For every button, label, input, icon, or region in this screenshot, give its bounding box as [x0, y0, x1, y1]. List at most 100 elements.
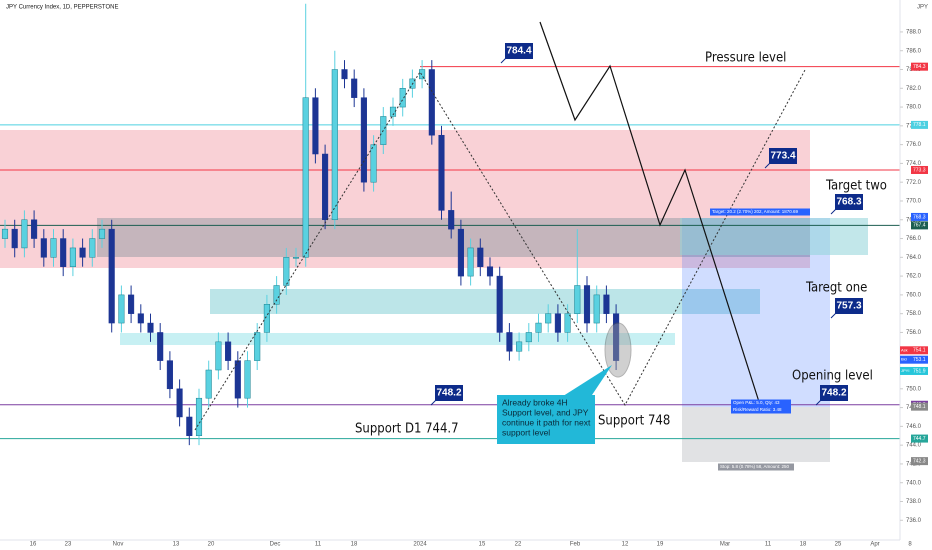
candle-body	[254, 332, 261, 361]
price-tag-label: 773.3	[913, 167, 926, 173]
x-tick-label: Apr	[870, 542, 879, 548]
path-drawing	[539, 21, 761, 406]
label-box	[820, 385, 848, 401]
price-tag	[911, 120, 928, 129]
candle-body	[215, 341, 222, 371]
candle-body	[496, 275, 503, 333]
candle-body	[283, 257, 290, 286]
candle-body	[535, 322, 542, 333]
candle-body	[69, 247, 76, 267]
price-tag-prefix	[900, 366, 911, 375]
price-tag-label: 767.4	[913, 223, 926, 229]
label-box	[769, 148, 797, 164]
candle-body	[341, 69, 348, 80]
candle-body	[331, 69, 338, 221]
label-box	[435, 385, 463, 401]
candle-body	[486, 266, 494, 277]
candle-body	[292, 257, 300, 259]
stop-box	[682, 407, 830, 462]
candle-body	[176, 388, 183, 418]
y-tick-label: 750.0	[906, 386, 922, 392]
callout-text: continue it path for next	[502, 417, 591, 427]
x-tick-label: 18	[351, 542, 358, 548]
candle-body	[312, 97, 319, 155]
callout-text: Already broke 4H	[502, 397, 568, 407]
position-label: Stop: 5.8 (0.78%) 58, Amount: 250	[720, 464, 790, 469]
y-tick-label: 786.0	[906, 48, 922, 54]
annotation: Opening level	[792, 369, 873, 384]
candle-body	[613, 313, 620, 361]
candle-body	[98, 228, 106, 239]
price-tag	[911, 221, 928, 230]
x-tick-label: 8	[908, 542, 912, 548]
candle-body	[322, 153, 329, 221]
y-tick-label: 756.0	[906, 330, 922, 336]
price-tag-prefix	[900, 346, 911, 355]
y-tick-label: 740.0	[906, 480, 922, 486]
y-tick-label: 782.0	[906, 86, 922, 92]
candle-body	[108, 228, 115, 324]
candle-body	[244, 360, 251, 399]
price-tag-prefix-label: Ask	[901, 347, 908, 352]
candle-body	[554, 313, 561, 333]
label-box-text: 748.2	[821, 388, 846, 399]
price-tag-prefix-label: Bid	[901, 357, 907, 362]
annotation: Taregt one	[805, 281, 867, 296]
callout-pointer	[560, 365, 612, 398]
candle-body	[234, 360, 241, 399]
candle-body	[60, 238, 67, 267]
position-label-bg	[731, 406, 791, 414]
candle-body	[428, 69, 435, 136]
candle-body	[147, 322, 154, 333]
annotation: Support D1 744.7	[355, 422, 459, 437]
price-tag-label: 744.7	[913, 436, 926, 442]
price-tag-label: 753.1	[913, 357, 926, 363]
candle-body	[205, 369, 212, 399]
price-tag-prefix	[900, 355, 911, 364]
y-tick-label: 738.0	[906, 499, 922, 505]
x-tick-label: 11	[765, 542, 772, 548]
annotation: Pressure level	[705, 51, 786, 66]
candle-body	[225, 341, 232, 361]
cyan-zone	[210, 289, 760, 314]
candle-body	[506, 332, 513, 352]
candle-body	[11, 228, 18, 249]
symbol: JPY	[917, 5, 928, 11]
candle-body	[118, 294, 125, 324]
x-tick-label: 22	[515, 542, 522, 548]
candle-body	[583, 285, 591, 324]
label-box-text: 768.3	[836, 197, 861, 208]
candle-body	[263, 304, 270, 333]
y-tick-label: 788.0	[906, 30, 922, 36]
y-tick-label: 736.0	[906, 518, 922, 524]
x-tick-label: Feb	[570, 542, 581, 548]
y-tick-label: 766.0	[906, 236, 922, 242]
candle-body	[516, 341, 523, 352]
price-tag-label: 754.1	[913, 348, 926, 354]
x-tick-label: 12	[622, 542, 629, 548]
price-tag	[911, 62, 928, 71]
candle-body	[389, 106, 397, 117]
y-tick-label: 746.0	[906, 424, 922, 430]
candle-body	[186, 416, 193, 437]
y-tick-label: 772.0	[906, 180, 922, 186]
x-tick-label: 19	[657, 542, 664, 548]
y-tick-label: 780.0	[906, 105, 922, 111]
price-tag	[911, 165, 928, 174]
candle-body	[525, 332, 532, 343]
price-tag-label: 768.3	[913, 214, 926, 220]
candle-body	[351, 78, 358, 98]
candle-body	[137, 313, 144, 324]
candle-body	[1, 228, 9, 239]
candle-body	[157, 332, 164, 361]
candle-body	[31, 219, 38, 239]
y-tick-label: 744.0	[906, 443, 922, 449]
candle-body	[360, 97, 367, 183]
label-box-text: 773.4	[770, 151, 795, 162]
price-tag	[911, 355, 928, 364]
x-tick-label: 23	[65, 542, 72, 548]
cyan-zone	[680, 218, 868, 255]
candle-body	[438, 134, 445, 211]
